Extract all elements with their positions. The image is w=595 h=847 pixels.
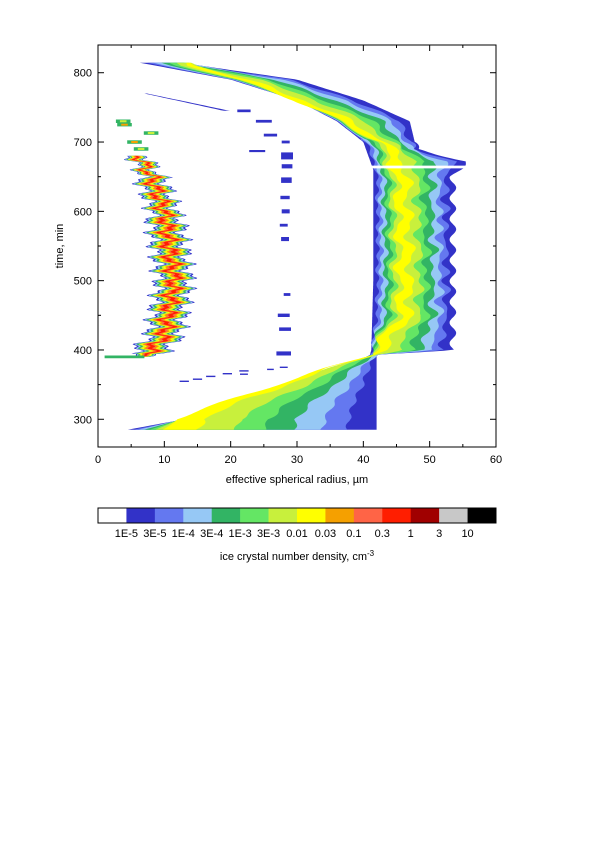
isolated-patch (279, 223, 288, 227)
colorbar-swatch (439, 508, 468, 523)
isolated-patch (192, 378, 203, 380)
colorbar-tick-label: 1E-3 (229, 528, 252, 540)
colorbar-tick-label: 1E-5 (115, 528, 138, 540)
small-mode-fragment-core (137, 147, 145, 150)
small-mode-fragment-core (131, 141, 138, 144)
colorbar-swatch (154, 508, 184, 523)
isolated-patch (281, 177, 292, 183)
colorbar-tick-label: 0.01 (286, 528, 307, 540)
colorbar-tick-label: 3E-4 (200, 528, 223, 540)
y-tick-label: 400 (74, 345, 92, 357)
x-axis-label: effective spherical radius, µm (226, 474, 368, 486)
colorbar-tick-label: 10 (461, 528, 473, 540)
colorbar-swatch (240, 508, 269, 523)
colorbar-tick-label: 3 (436, 528, 442, 540)
isolated-patch (279, 366, 288, 368)
isolated-patch (281, 152, 293, 160)
isolated-patch (179, 380, 189, 382)
isolated-patch (281, 140, 290, 144)
isolated-patch (281, 209, 290, 214)
colorbar-label-main: ice crystal number density, cm (220, 551, 367, 563)
large-mode-gap (343, 165, 470, 169)
colorbar-swatch (297, 508, 326, 523)
colorbar-swatch (211, 508, 241, 523)
colorbar-swatch (467, 508, 497, 523)
x-tick-label: 20 (225, 454, 237, 466)
small-mode-band-6 (129, 155, 188, 357)
y-tick-label: 800 (74, 68, 92, 80)
y-tick-label: 600 (74, 206, 92, 218)
isolated-patch (277, 313, 290, 317)
isolated-patch (280, 195, 290, 200)
x-tick-label: 50 (424, 454, 436, 466)
colorbar-swatch (325, 508, 355, 523)
colorbar-tick-label: 0.1 (346, 528, 361, 540)
colorbar (97, 507, 497, 524)
y-axis: 300 400 500 600 700 800 (74, 68, 496, 426)
x-tick-label: 40 (357, 454, 369, 466)
colorbar-swatch (353, 508, 383, 523)
isolated-patch (276, 351, 291, 356)
y-tick-label: 700 (74, 137, 92, 149)
y-axis-label: time, min (54, 224, 66, 269)
colorbar-tick-label: 3E-5 (143, 528, 166, 540)
isolated-patch (240, 373, 248, 375)
colorbar-label-sup: -3 (367, 549, 375, 558)
colorbar-ticks: 1E-5 3E-5 1E-4 3E-4 1E-3 3E-3 0.01 0.03 0.1 0.3 1 3… (115, 528, 474, 540)
x-tick-label: 10 (158, 454, 170, 466)
colorbar-swatch (410, 508, 440, 523)
isolated-patch (237, 109, 251, 113)
isolated-patch (206, 375, 216, 378)
isolated-patch (239, 370, 249, 372)
colorbar-tick-label: 3E-3 (257, 528, 280, 540)
isolated-patch (283, 293, 291, 296)
colorbar-swatch (382, 508, 412, 523)
small-mode-fragment-core (119, 120, 127, 123)
colorbar-tick-label: 0.03 (315, 528, 336, 540)
isolated-patch (281, 237, 289, 242)
isolated-patch (222, 373, 232, 375)
isolated-patch (281, 164, 293, 169)
colorbar-swatch (268, 508, 298, 523)
isolated-patch (249, 150, 266, 153)
isolated-patch (255, 119, 272, 123)
small-mode-fragment-core (121, 123, 128, 126)
upper-streak (144, 93, 230, 111)
colorbar-tick-label: 1 (408, 528, 414, 540)
isolated-patch (263, 133, 278, 137)
colorbar-swatch (126, 508, 156, 523)
isolated-patch (267, 368, 274, 371)
x-axis: 0 10 20 30 40 50 60 (95, 45, 502, 466)
colorbar-tick-label: 0.3 (375, 528, 390, 540)
density-field (104, 62, 470, 430)
colorbar-label: ice crystal number density, cm-3 (220, 549, 375, 563)
colorbar-tick-label: 1E-4 (172, 528, 195, 540)
small-mode-tail (104, 355, 145, 359)
small-mode-band-7 (130, 155, 186, 357)
y-tick-label: 300 (74, 414, 92, 426)
x-tick-label: 30 (291, 454, 303, 466)
x-tick-label: 60 (490, 454, 502, 466)
colorbar-frame (97, 507, 497, 524)
isolated-patch (279, 327, 291, 331)
colorbar-swatch (183, 508, 213, 523)
small-mode-fragment-core (147, 132, 155, 135)
y-tick-label: 500 (74, 276, 92, 288)
x-tick-label: 0 (95, 454, 101, 466)
colorbar-swatch (98, 508, 127, 523)
